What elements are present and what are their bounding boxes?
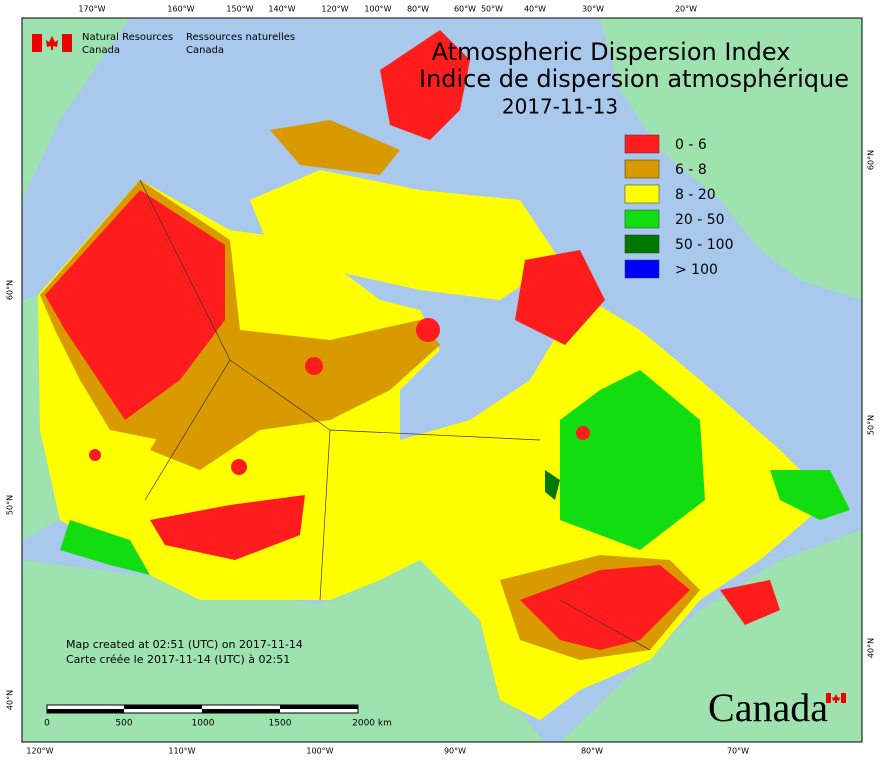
legend-label: 20 - 50 <box>675 212 725 228</box>
scale-segment <box>202 709 280 713</box>
longitude-label: 60°W <box>454 5 476 14</box>
zone-alberta-red <box>150 495 305 560</box>
credit: Carte créée le 2017-11-14 (UTC) à 02:51 <box>66 653 290 666</box>
scale-label: 2000 km <box>352 719 392 729</box>
us-east-land <box>560 530 862 742</box>
longitude-label: 140°W <box>268 5 295 14</box>
scale-label: 1000 <box>192 719 215 729</box>
legend-label: 50 - 100 <box>675 237 734 253</box>
scale-label: 500 <box>115 719 132 729</box>
hotspot <box>231 459 247 475</box>
date: 2017-11-13 <box>502 95 618 119</box>
graticule-labels: 170°W 160°W 150°W 140°W 120°W 100°W 80°W 60°W 50… <box>6 5 876 756</box>
longitude-label: 120°W <box>321 5 348 14</box>
zone-south-red <box>520 565 690 650</box>
longitude-label: 90°W <box>444 747 466 756</box>
header-text: Natural Resources <box>82 32 173 43</box>
longitude-label: 80°W <box>581 747 603 756</box>
scale-label: 0 <box>44 719 50 729</box>
canada-wordmark: Canada <box>708 685 846 730</box>
map-border <box>21 17 863 743</box>
legend-label: 0 - 6 <box>675 137 707 153</box>
longitude-label: 80°W <box>407 5 429 14</box>
scale-segment <box>124 705 202 709</box>
wordmark: Canada <box>708 685 828 730</box>
latitude-label: 50°N <box>6 495 15 515</box>
zone-central-orange <box>150 320 440 470</box>
flag-bar <box>826 693 831 703</box>
zone-maritimes-red <box>720 580 780 625</box>
map-area <box>21 17 863 743</box>
legend-swatch <box>624 259 660 279</box>
longitude-label: 20°W <box>675 5 697 14</box>
us-land <box>22 560 545 742</box>
zone-labrador-red <box>515 250 605 345</box>
legend-swatch <box>624 184 660 204</box>
longitude-label: 170°W <box>78 5 105 14</box>
greenland <box>600 18 862 300</box>
flag-bar <box>32 34 42 52</box>
scale-bar: 0 500 1000 1500 2000 km <box>44 704 392 729</box>
hotspot <box>416 318 440 342</box>
latitude-label: 50°N <box>867 415 876 435</box>
legend-swatch <box>624 159 660 179</box>
longitude-label: 120°W <box>26 747 53 756</box>
flag-bar <box>841 693 846 703</box>
zone-nw-red <box>45 190 225 420</box>
alaska-north <box>22 18 130 200</box>
flag-leaf <box>832 694 840 703</box>
zone-quebec-darkgreen <box>545 470 560 500</box>
title: Atmospheric Dispersion Index <box>432 38 791 66</box>
longitude-label: 110°W <box>168 747 195 756</box>
longitude-label: 30°W <box>582 5 604 14</box>
zone-newfoundland-green <box>770 470 850 520</box>
hotspot <box>576 426 590 440</box>
scale-segment <box>280 705 358 709</box>
header-text: Canada <box>186 45 224 56</box>
zone-ellesmere <box>380 30 470 140</box>
title: Indice de dispersion atmosphérique <box>419 65 849 93</box>
latitude-label: 60°N <box>6 280 15 300</box>
legend: 0 - 6 6 - 8 8 - 20 20 - 50 50 - 100 > 100 <box>624 134 734 279</box>
hotspot <box>89 449 101 461</box>
latitude-label: 60°N <box>867 150 876 170</box>
legend-label: 6 - 8 <box>675 162 707 178</box>
legend-swatch <box>624 209 660 229</box>
legend-swatch <box>624 134 660 154</box>
longitude-label: 50°W <box>481 5 503 14</box>
zone-arctic-orange <box>270 120 400 175</box>
credit: Map created at 02:51 (UTC) on 2017-11-14 <box>66 638 303 651</box>
hotspot <box>305 357 323 375</box>
longitude-label: 160°W <box>167 5 194 14</box>
latitude-label: 40°N <box>867 638 876 658</box>
flag-leaf <box>46 36 58 50</box>
longitude-label: 70°W <box>727 747 749 756</box>
latitude-label: 40°N <box>6 690 15 710</box>
longitude-label: 100°W <box>364 5 391 14</box>
header-text: Ressources naturelles <box>186 32 295 43</box>
borders <box>139 179 651 651</box>
flag-bar <box>62 34 72 52</box>
scale-segment <box>47 709 124 713</box>
scale-label: 1500 <box>269 719 292 729</box>
header-text: Canada <box>82 45 120 56</box>
legend-label: > 100 <box>675 262 718 278</box>
nrcan-flag <box>32 34 72 52</box>
longitude-label: 100°W <box>306 747 333 756</box>
longitude-label: 40°W <box>524 5 546 14</box>
zone-quebec-green <box>560 370 705 550</box>
legend-label: 8 - 20 <box>675 187 716 203</box>
longitude-label: 150°W <box>226 5 253 14</box>
arctic-islands <box>250 170 560 300</box>
zone-bc-green <box>60 520 150 575</box>
legend-swatch <box>624 234 660 254</box>
